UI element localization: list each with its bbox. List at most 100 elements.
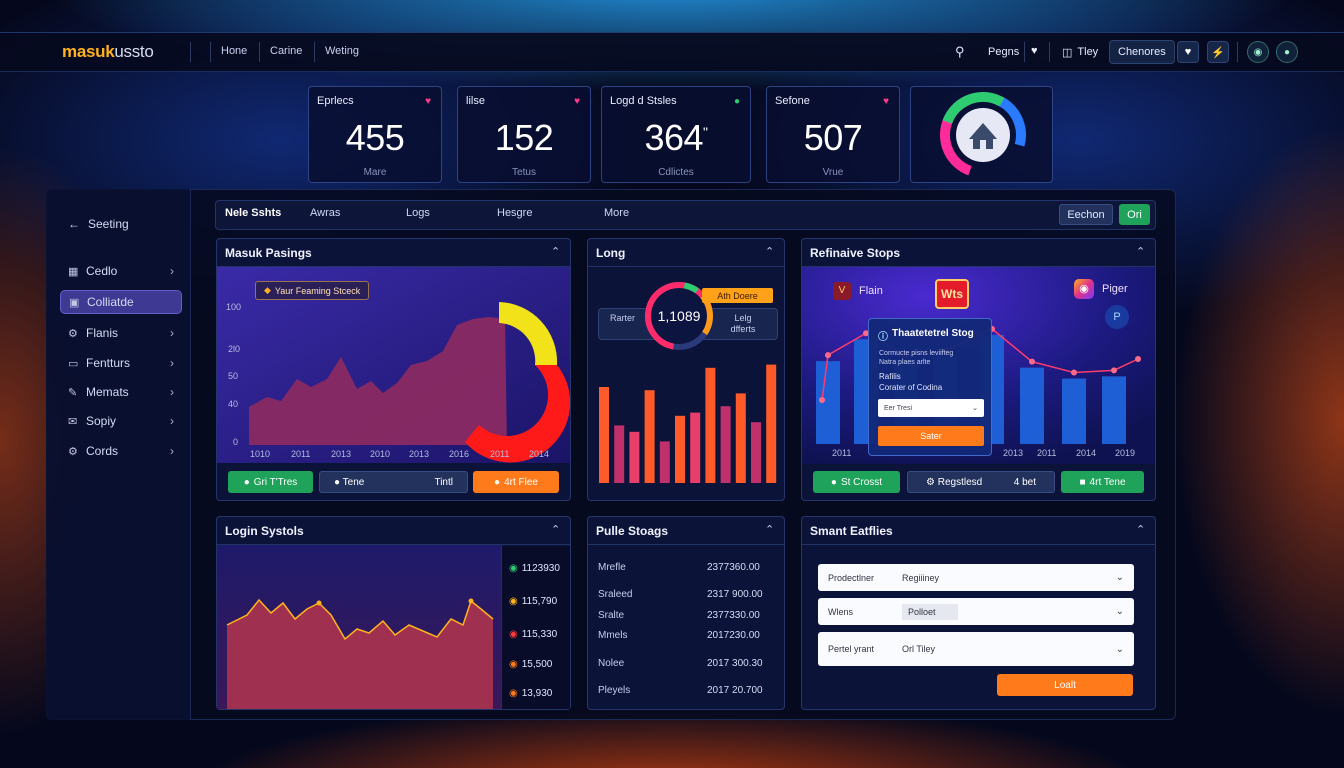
y-tick: 40: [228, 399, 239, 409]
st-crosst-button[interactable]: ● St Crosst: [813, 471, 900, 493]
chevron-up-icon[interactable]: ⌃: [1136, 246, 1146, 258]
nav-link-home[interactable]: Hone: [221, 45, 248, 57]
panel-pulle-stoags: [587, 516, 785, 710]
bolt-icon[interactable]: ⚡: [1207, 41, 1229, 63]
heart-icon: ♥: [425, 96, 431, 107]
long-bar-chart: [599, 364, 777, 483]
shield-icon: V: [833, 282, 851, 300]
heart-button-icon[interactable]: ♥: [1177, 41, 1199, 63]
nav-item-pegns[interactable]: Pegns: [988, 46, 1020, 58]
tab-awras[interactable]: Awras: [310, 207, 341, 219]
long-bar: [614, 425, 625, 483]
stat-value: 152: [494, 117, 554, 158]
select-pertel-yrant[interactable]: Pertel yrant Orl Tiley ⌄: [818, 632, 1134, 666]
arrow-left-icon: ←: [68, 217, 80, 231]
chevron-down-icon: ⌄: [972, 405, 978, 412]
donut-chart: [939, 92, 1026, 178]
sidebar-item-fentturs[interactable]: ▭ Fentturs ›: [68, 356, 174, 370]
sidebar-back[interactable]: ← Seeting: [68, 217, 129, 231]
y-tick: 0: [233, 437, 239, 447]
dot-icon: ◉: [509, 596, 518, 607]
stat-label: Sefone: [775, 95, 810, 107]
chevron-right-icon: ›: [170, 326, 174, 340]
chat-icon: ◫: [1062, 46, 1073, 59]
sidebar: [46, 189, 191, 720]
modal-sater-button[interactable]: Sater: [878, 426, 984, 446]
gauge-yellow: [499, 302, 558, 365]
chevron-up-icon[interactable]: ⌃: [1136, 524, 1146, 536]
pen-icon: ✎: [68, 386, 78, 399]
eechon-button[interactable]: Eechon: [1059, 204, 1113, 225]
sidebar-item-colliatde[interactable]: ▣ Colliatde: [60, 290, 182, 314]
modal-input[interactable]: Eer Tresi ⌄: [878, 399, 984, 417]
login-area-chart: [217, 545, 502, 709]
tab-more[interactable]: More: [604, 207, 630, 219]
loalt-button[interactable]: Loalt: [997, 674, 1133, 696]
sidebar-item-memats[interactable]: ✎ Memats ›: [68, 385, 174, 399]
app-logo[interactable]: masukussto: [62, 42, 154, 61]
nav-item-chenores[interactable]: Chenores: [1109, 40, 1175, 64]
pin-icon[interactable]: P: [1105, 305, 1129, 329]
long-bar: [735, 393, 746, 483]
long-bar: [629, 431, 640, 483]
sidebar-item-cedlo[interactable]: ▦ Cedlo ›: [68, 264, 174, 278]
long-bar: [766, 364, 777, 483]
gear-icon: ⚙: [926, 476, 935, 488]
heart-icon[interactable]: ♥: [1031, 45, 1038, 57]
tene-button[interactable]: ● Tene Tintl: [319, 471, 468, 493]
profile-icon[interactable]: ◉: [1247, 41, 1269, 63]
panel-header: [588, 517, 784, 545]
select-prodectlner[interactable]: Prodectlner Regiiiney ⌄: [818, 564, 1134, 591]
chevron-up-icon[interactable]: ⌃: [551, 524, 561, 536]
row-value: 2017230.00: [707, 630, 760, 641]
long-bar: [659, 441, 670, 483]
chevron-up-icon[interactable]: ⌃: [765, 246, 775, 258]
chevron-up-icon[interactable]: ⌃: [551, 246, 561, 258]
flee-button[interactable]: ● 4rt Flee: [473, 471, 559, 493]
ref-line-point: [1029, 358, 1035, 365]
mail-icon: ✉: [68, 415, 78, 428]
regstlesd-button[interactable]: ⚙ Regstlesd 4 bet: [907, 471, 1055, 493]
panel-title: Refinaive Stops: [810, 246, 901, 260]
sidebar-item-flanis[interactable]: ⚙ Flanis ›: [68, 326, 174, 340]
panel-title: Pulle Stoags: [596, 524, 669, 538]
select-wlens[interactable]: Wlens Polloet ⌄: [818, 598, 1134, 625]
ref-bar: [1020, 367, 1044, 444]
ref-line-point: [825, 352, 831, 359]
panel-title: Login Systols: [225, 524, 304, 538]
stat-sub: Mare: [363, 167, 387, 178]
nav-divider: [259, 42, 260, 62]
row-label: Pleyels: [598, 685, 631, 696]
x-tick: 2016: [449, 449, 470, 459]
y-tick: 100: [226, 302, 242, 312]
x-tick: 2013: [1003, 448, 1024, 458]
panel-title: Masuk Pasings: [225, 246, 312, 260]
x-tick: 2011: [1037, 448, 1057, 458]
stat-value: 507: [803, 117, 863, 158]
nav-link-carine[interactable]: Carine: [270, 45, 303, 57]
ori-button[interactable]: Ori: [1119, 204, 1150, 225]
nav-item-tley[interactable]: ◫ Tley: [1062, 46, 1099, 59]
sidebar-item-sopiy[interactable]: ✉ Sopiy ›: [68, 414, 174, 428]
tab-hesgre[interactable]: Hesgre: [497, 207, 533, 219]
panel-title: Long: [596, 246, 626, 260]
ref-line-point: [819, 397, 825, 403]
rarter-label: Rarter: [610, 313, 636, 323]
gri-tres-button[interactable]: ● Gri T'Tres: [228, 471, 313, 493]
search-icon[interactable]: ⚲: [955, 44, 965, 59]
stat-card-eprlecs: Eprlecs ♥ 455 Mare: [308, 86, 442, 183]
sidebar-item-cords[interactable]: ⚙ Cords ›: [68, 444, 174, 458]
modal-text: Cormucte pisns leviifteg: [879, 350, 954, 357]
stat-sub: Vrue: [822, 167, 844, 178]
tab-bar: [215, 200, 1156, 230]
row-value: 2017 300.30: [707, 658, 763, 669]
tab-logs[interactable]: Logs: [406, 207, 430, 219]
status-icon[interactable]: ●: [1276, 41, 1298, 63]
tene-green-button[interactable]: ■ 4rt Tene: [1061, 471, 1144, 493]
nav-link-weting[interactable]: Weting: [325, 45, 360, 57]
legend-item: ◉ 15,500: [509, 659, 553, 670]
row-value: 2377330.00: [707, 610, 760, 621]
tab-nele-sshts[interactable]: Nele Sshts: [225, 207, 282, 219]
ref-bar: [816, 361, 840, 444]
chevron-up-icon[interactable]: ⌃: [765, 524, 775, 536]
